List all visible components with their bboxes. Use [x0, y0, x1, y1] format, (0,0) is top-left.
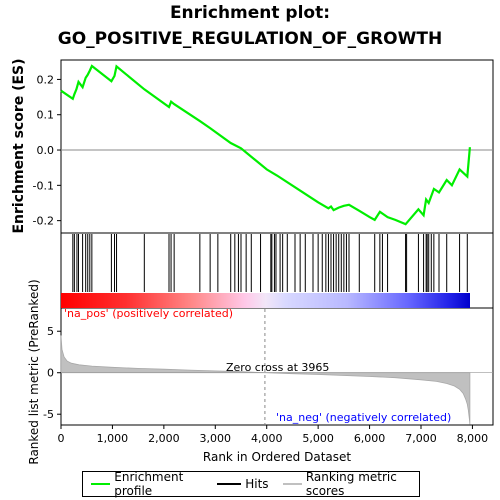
ranking-y-axis: -5 0 5	[43, 325, 61, 421]
x-tick-label: 2,000	[148, 432, 180, 445]
ranking-y-axis-label: Ranked list metric (PreRanked)	[27, 279, 41, 464]
ranking-panel-frame	[60, 307, 494, 426]
legend-swatch-profile	[91, 483, 111, 485]
chart-title-line1: Enrichment plot:	[169, 3, 331, 23]
ranking-metric-series	[60, 335, 493, 425]
ranking-y-tick-label: 5	[47, 325, 54, 338]
legend-swatch-ranking	[282, 483, 302, 485]
x-axis: 0 1,000 2,000 3,000 4,000 5,000 6,000 7,000 8,00…	[58, 425, 489, 445]
legend-swatch-hits	[217, 483, 242, 485]
legend-item-profile: Enrichment profile	[91, 470, 203, 498]
es-y-tick-label: 0.1	[37, 109, 55, 122]
legend-label-ranking: Ranking metric scores	[305, 470, 397, 498]
chart-title-line2: GO_POSITIVE_REGULATION_OF_GROWTH	[57, 29, 443, 49]
es-y-tick-label: 0.2	[37, 73, 55, 86]
x-tick-label: 5,000	[302, 432, 334, 445]
ranking-y-tick-label: 0	[47, 367, 54, 380]
legend: Enrichment profile Hits Ranking metric s…	[82, 470, 420, 498]
ranking-metric-area	[60, 335, 471, 425]
legend-label-profile: Enrichment profile	[114, 470, 184, 498]
x-tick-label: 3,000	[200, 432, 232, 445]
es-panel-frame	[60, 59, 494, 234]
pos-label: 'na_pos' (positively correlated)	[64, 307, 233, 320]
enrichment-profile-line	[60, 64, 471, 226]
legend-label-hits: Hits	[245, 477, 269, 491]
x-tick-label: 1,000	[97, 432, 129, 445]
enrichment-chart: 'na_pos' (positively correlated) 'na_neg…	[11, 58, 494, 465]
x-tick-label: 4,000	[251, 432, 283, 445]
es-y-axis: -0.2 -0.1 0.0 0.1 0.2	[33, 73, 61, 228]
es-y-axis-label: Enrichment score (ES)	[11, 58, 27, 233]
legend-item-hits: Hits	[217, 477, 269, 491]
rank-color-bar	[61, 293, 470, 308]
zero-cross-label: Zero cross at 3965	[226, 361, 329, 374]
enrichment-profile-series	[60, 64, 471, 226]
neg-label: 'na_neg' (negatively correlated)	[276, 411, 451, 424]
legend-item-ranking: Ranking metric scores	[282, 470, 413, 498]
ranking-y-tick-label: -5	[43, 408, 54, 421]
hits-series	[72, 234, 468, 292]
es-y-tick-label: -0.1	[33, 179, 54, 192]
x-tick-label: 7,000	[405, 432, 437, 445]
x-tick-label: 0	[58, 432, 65, 445]
es-y-tick-label: -0.2	[33, 215, 54, 228]
x-tick-label: 8,000	[457, 432, 489, 445]
es-y-tick-label: 0.0	[37, 144, 55, 157]
x-tick-label: 6,000	[354, 432, 386, 445]
x-axis-label: Rank in Ordered Dataset	[203, 450, 351, 464]
